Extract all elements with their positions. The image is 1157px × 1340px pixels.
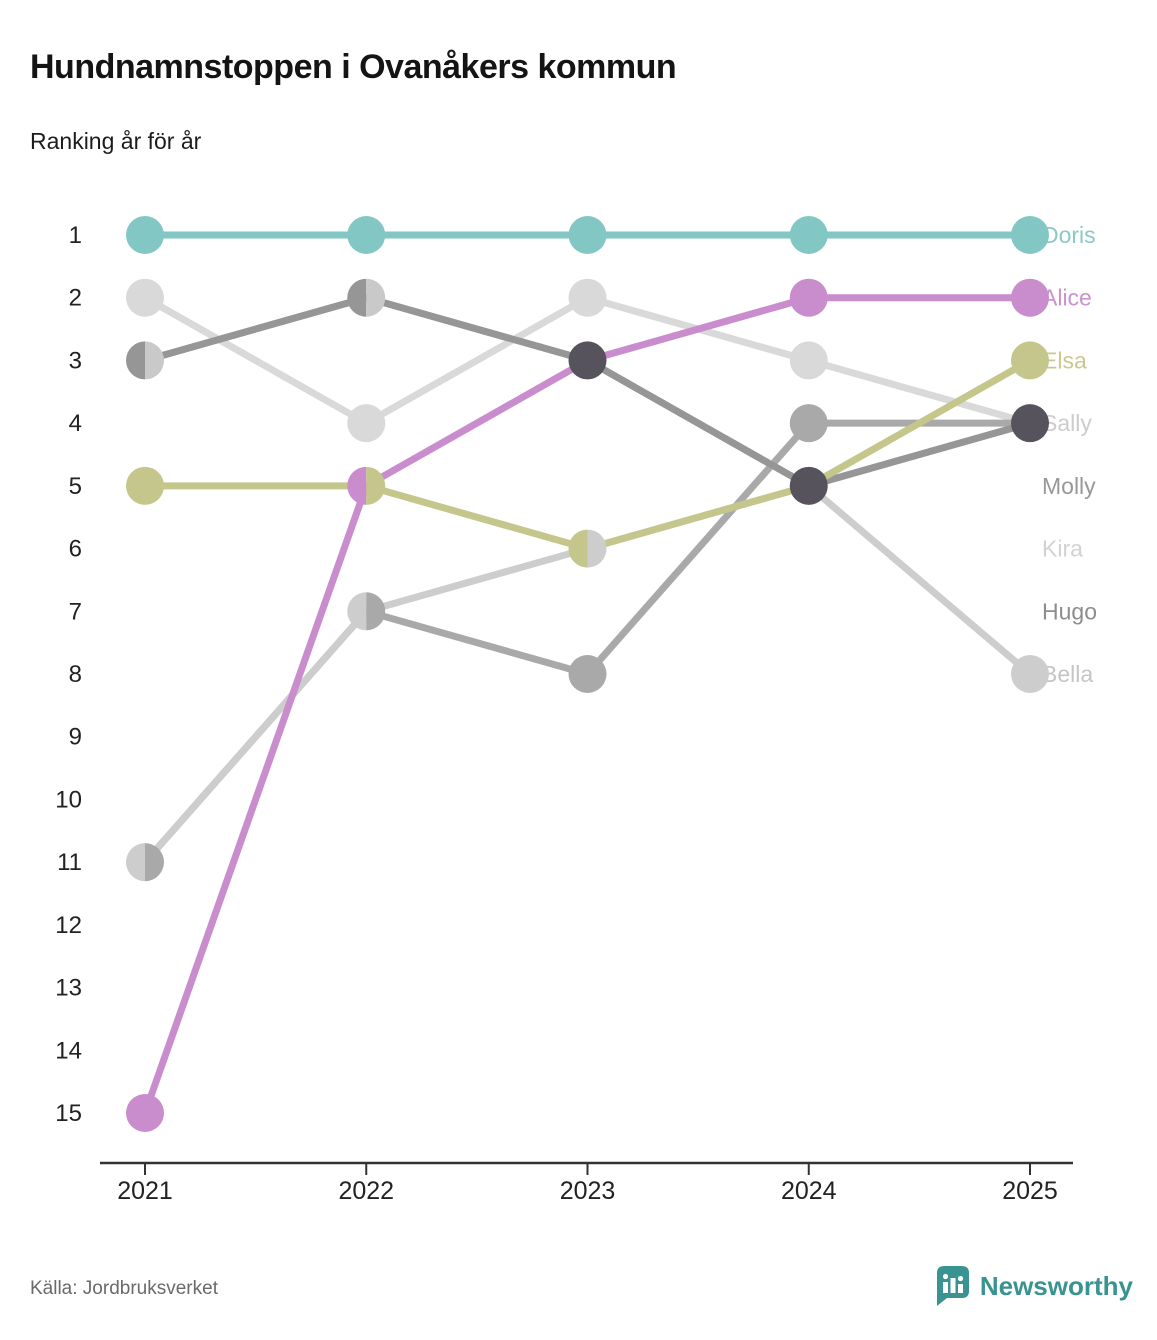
y-tick-label: 5 [69,473,82,500]
data-point-half-alice [347,466,367,505]
data-point-half-bella [347,592,367,631]
y-tick-label: 10 [55,786,82,813]
data-point-tie [568,341,607,380]
y-tick-label: 6 [69,536,82,563]
x-tick-label: 2023 [560,1177,616,1205]
y-tick-label: 9 [69,724,82,751]
y-tick-label: 12 [55,912,82,939]
data-point-doris [126,216,164,254]
data-point-doris [1011,216,1049,254]
data-point-doris [789,216,828,254]
series-label-molly: Molly [1042,473,1096,499]
y-tick-label: 11 [57,849,82,876]
data-point-doris [347,216,386,254]
data-point-hugo [568,654,607,693]
data-point-bella [1011,654,1049,693]
brand-name: Newsworthy [979,1270,1133,1301]
y-tick-label: 13 [55,975,82,1002]
x-tick-label: 2024 [781,1177,837,1205]
chart-title: Hundnamnstoppen i Ovanåkers kommun [30,48,677,86]
y-tick-label: 7 [69,598,82,625]
series-label-kira: Kira [1042,536,1083,562]
data-point-kira [789,341,828,380]
data-point-tie [1011,404,1049,443]
data-point-alice [126,1093,164,1132]
data-point-half-sally [145,341,164,380]
source-note: Källa: Jordbruksverket [30,1278,218,1299]
series-label-sally: Sally [1042,410,1092,436]
data-point-kira [568,278,607,317]
data-point-elsa [126,466,164,505]
series-line-molly [144,294,1031,490]
series-label-hugo: Hugo [1042,598,1097,624]
y-tick-label: 3 [69,347,82,374]
data-point-kira [347,404,386,443]
series-label-bella: Bella [1042,661,1093,687]
data-point-half-bella [587,529,607,568]
data-point-half-hugo [145,843,164,882]
y-tick-label: 1 [69,222,82,249]
x-tick-label: 2022 [338,1177,394,1205]
data-point-kira [126,278,164,317]
data-point-half-bella [126,843,145,882]
series-label-alice: Alice [1042,285,1092,311]
data-point-elsa [1011,341,1049,380]
y-tick-label: 2 [69,285,82,312]
y-tick-label: 14 [55,1037,82,1064]
y-tick-label: 4 [69,410,82,437]
x-tick-label: 2021 [117,1177,173,1205]
data-point-alice [1011,278,1049,317]
y-tick-label: 8 [69,661,82,688]
data-point-doris [568,216,607,254]
data-point-alice [789,278,828,317]
data-point-half-hugo [366,592,386,631]
brand: Newsworthy [935,1264,1133,1308]
data-point-tie [789,466,828,505]
data-point-half-molly [347,278,367,317]
x-tick-label: 2025 [1002,1177,1058,1205]
data-point-half-elsa [366,466,386,505]
chart-subtitle: Ranking år för år [30,128,202,154]
data-point-half-sally [366,278,386,317]
y-tick-label: 15 [55,1100,82,1127]
data-point-half-molly [126,341,145,380]
series-label-elsa: Elsa [1042,347,1087,373]
data-point-hugo [789,404,828,443]
series-label-doris: Doris [1042,222,1096,248]
data-point-half-elsa [568,529,588,568]
newsworthy-logo-icon [936,1266,969,1306]
